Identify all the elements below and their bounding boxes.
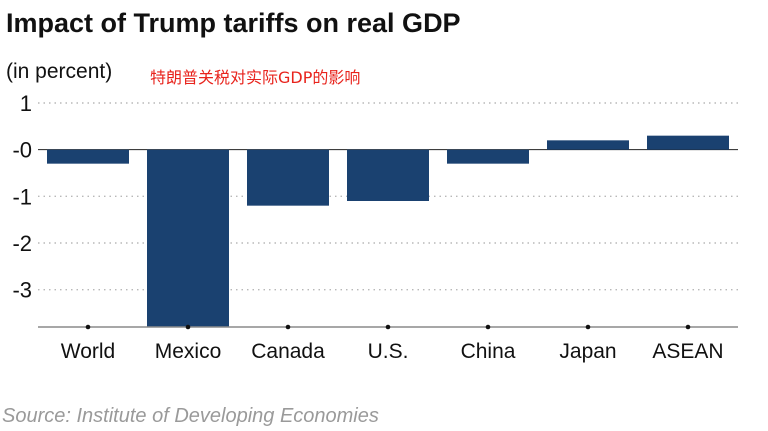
x-tick-label: U.S. xyxy=(368,340,409,363)
y-axis-tick-labels: 1 -0 -1 -2 -3 xyxy=(12,91,32,303)
x-tick-mark xyxy=(685,324,691,330)
y-tick-label: -0 xyxy=(12,138,32,163)
x-tick-mark xyxy=(85,324,91,330)
bar xyxy=(647,135,729,150)
x-tick-mark xyxy=(285,324,291,330)
x-tick-label: Canada xyxy=(251,340,325,363)
x-tick-label: World xyxy=(61,340,115,363)
chinese-annotation: 特朗普关税对实际GDP的影响 xyxy=(150,68,361,87)
x-axis xyxy=(38,324,738,330)
x-axis-tick-labels: World Mexico Canada U.S. China Japan ASEAN xyxy=(61,340,724,363)
y-tick-label: 1 xyxy=(20,91,32,116)
x-tick-mark xyxy=(185,324,191,330)
chart-title: Impact of Trump tariffs on real GDP xyxy=(6,8,461,38)
x-tick-mark xyxy=(385,324,391,330)
x-tick-label: Japan xyxy=(559,340,616,363)
x-tick-mark xyxy=(485,324,491,330)
x-tick-mark xyxy=(585,324,591,330)
bar xyxy=(447,149,529,164)
source-note: Source: Institute of Developing Economie… xyxy=(2,405,379,427)
bars xyxy=(47,135,729,327)
x-tick-label: ASEAN xyxy=(652,340,723,363)
bar xyxy=(47,149,129,164)
bar xyxy=(347,149,429,201)
y-tick-label: -2 xyxy=(12,231,32,256)
chart-unit-subtitle: (in percent) xyxy=(6,60,113,83)
y-tick-label: -3 xyxy=(12,278,32,303)
bar xyxy=(547,140,629,150)
x-tick-label: Mexico xyxy=(155,340,222,363)
x-tick-label: China xyxy=(461,340,516,363)
bar xyxy=(147,149,229,327)
y-tick-label: -1 xyxy=(12,184,32,209)
bar xyxy=(247,149,329,206)
